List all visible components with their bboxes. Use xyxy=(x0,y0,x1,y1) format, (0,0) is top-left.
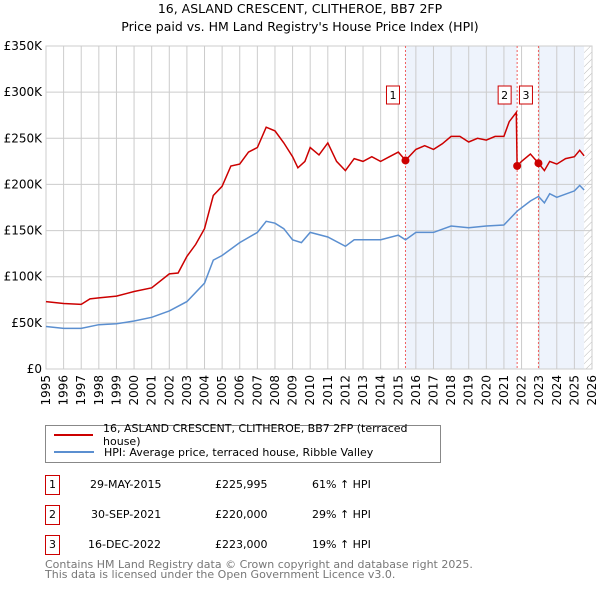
footer-licence: This data is licensed under the Open Gov… xyxy=(45,568,396,581)
x-tick-label: 2020 xyxy=(479,375,493,406)
sale-badge: 1 xyxy=(45,475,60,495)
sale-price: £220,000 xyxy=(215,508,268,521)
x-tick-label: 2001 xyxy=(145,375,159,406)
legend-item-property: 16, ASLAND CRESCENT, CLITHEROE, BB7 2FP … xyxy=(54,422,440,448)
y-tick-label: £50K xyxy=(11,316,43,330)
x-tick-label: 1996 xyxy=(57,375,71,406)
x-tick-label: 2021 xyxy=(497,375,511,406)
x-tick-label: 2002 xyxy=(162,375,176,406)
legend-swatch-blue xyxy=(54,451,94,453)
x-tick-label: 2000 xyxy=(127,375,141,406)
x-tick-label: 2007 xyxy=(250,375,264,406)
x-tick-label: 2008 xyxy=(268,375,282,406)
forecast-hatch xyxy=(584,46,592,369)
x-tick-label: 2015 xyxy=(391,375,405,406)
sale-price: £225,995 xyxy=(215,478,268,491)
sale-label: 2 xyxy=(501,89,508,102)
legend-label: HPI: Average price, terraced house, Ribb… xyxy=(104,445,374,459)
sale-label: 3 xyxy=(522,89,529,102)
x-tick-label: 2013 xyxy=(356,375,370,406)
x-tick-label: 2019 xyxy=(462,375,476,406)
sale-label-box xyxy=(385,85,400,105)
sale-label-box xyxy=(518,85,533,105)
sale-date: 30-SEP-2021 xyxy=(91,508,162,521)
x-tick-label: 1999 xyxy=(109,375,123,406)
x-tick-label: 2005 xyxy=(215,375,229,406)
sale-hpi: 61% ↑ HPI xyxy=(312,478,371,491)
x-tick-label: 2006 xyxy=(233,375,247,406)
y-tick-label: £250K xyxy=(4,131,44,145)
x-tick-label: 2026 xyxy=(585,375,599,406)
x-tick-label: 2003 xyxy=(180,375,194,406)
sale-badge: 3 xyxy=(45,535,60,555)
sale-price: £223,000 xyxy=(215,538,268,551)
sale-hpi: 29% ↑ HPI xyxy=(312,508,371,521)
x-tick-label: 2011 xyxy=(321,375,335,406)
y-tick-label: £200K xyxy=(4,177,44,191)
sale-row: 2 30-SEP-2021 £220,000 29% ↑ HPI xyxy=(45,505,445,525)
y-tick-label: £300K xyxy=(4,85,44,99)
x-tick-label: 2022 xyxy=(515,375,529,406)
sale-point xyxy=(401,156,410,165)
x-tick-label: 2004 xyxy=(198,375,212,406)
y-tick-label: £100K xyxy=(4,270,44,284)
y-tick-label: £0 xyxy=(27,362,42,376)
x-tick-label: 2010 xyxy=(303,375,317,406)
sale-label: 1 xyxy=(389,89,396,102)
y-tick-label: £350K xyxy=(4,39,44,53)
sale-row: 1 29-MAY-2015 £225,995 61% ↑ HPI xyxy=(45,475,445,495)
sale-point xyxy=(534,159,543,168)
x-tick-label: 2016 xyxy=(409,375,423,406)
sale-badge: 2 xyxy=(45,505,60,525)
hpi-line xyxy=(45,184,585,330)
x-tick-label: 2014 xyxy=(374,375,388,406)
sale-date: 29-MAY-2015 xyxy=(90,478,162,491)
sale-hpi: 19% ↑ HPI xyxy=(312,538,371,551)
x-tick-label: 2023 xyxy=(532,375,546,406)
sale-row: 3 16-DEC-2022 £223,000 19% ↑ HPI xyxy=(45,535,445,555)
sale-period-shading xyxy=(538,46,585,369)
x-tick-label: 2017 xyxy=(426,375,440,406)
x-tick-label: 1995 xyxy=(39,375,53,406)
x-tick-label: 2018 xyxy=(444,375,458,406)
x-tick-label: 1997 xyxy=(74,375,88,406)
legend-swatch-red xyxy=(54,434,94,436)
legend-label: 16, ASLAND CRESCENT, CLITHEROE, BB7 2FP … xyxy=(103,422,408,448)
chart-title: 16, ASLAND CRESCENT, CLITHEROE, BB7 2FP xyxy=(157,1,443,16)
x-tick-label: 2009 xyxy=(286,375,300,406)
legend: 16, ASLAND CRESCENT, CLITHEROE, BB7 2FP … xyxy=(45,422,441,463)
footer-copyright: Contains HM Land Registry data © Crown c… xyxy=(45,558,473,571)
sale-date: 16-DEC-2022 xyxy=(88,538,162,551)
legend-item-hpi: HPI: Average price, terraced house, Ribb… xyxy=(54,444,373,460)
x-tick-label: 2024 xyxy=(550,375,564,406)
x-tick-label: 2025 xyxy=(567,375,581,406)
x-tick-label: 1998 xyxy=(92,375,106,406)
y-tick-label: £150K xyxy=(4,224,44,238)
chart-subtitle: Price paid vs. HM Land Registry's House … xyxy=(121,19,479,34)
footer: Contains HM Land Registry data © Crown c… xyxy=(45,558,473,581)
sale-point xyxy=(513,161,522,170)
x-tick-label: 2012 xyxy=(338,375,352,406)
chart-plot: 1995 1996 1997 1998 1999 2000 2001 2002 2003 2004… xyxy=(4,39,599,406)
sale-label-box xyxy=(497,85,512,105)
plot-frame xyxy=(45,45,593,370)
